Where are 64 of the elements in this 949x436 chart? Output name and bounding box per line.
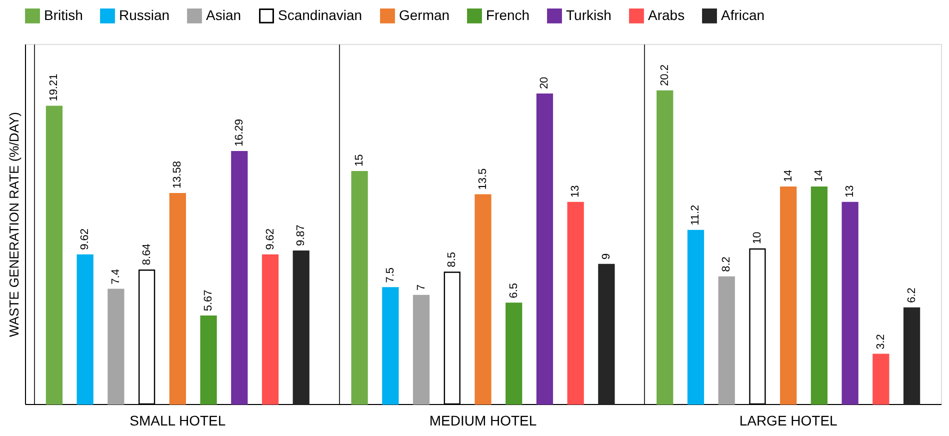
x-tick-label: SMALL HOTEL bbox=[130, 412, 226, 428]
data-label: 7.4 bbox=[110, 269, 122, 284]
data-label: 6.5 bbox=[508, 282, 520, 298]
data-label: 20 bbox=[538, 76, 551, 90]
bar bbox=[598, 264, 615, 405]
bar bbox=[656, 90, 674, 405]
data-label: 15 bbox=[354, 154, 366, 167]
bar bbox=[76, 254, 94, 405]
bar bbox=[506, 302, 522, 405]
data-label: 20.2 bbox=[658, 64, 671, 86]
data-label: 14 bbox=[782, 170, 794, 182]
data-label: 9.87 bbox=[295, 224, 308, 246]
bar bbox=[108, 288, 124, 405]
legend-label: Scandinavian bbox=[278, 6, 362, 23]
data-label: 13 bbox=[570, 185, 582, 198]
bar bbox=[903, 307, 920, 405]
data-label: 14 bbox=[813, 170, 826, 182]
data-label: 5.67 bbox=[202, 290, 215, 312]
data-label: 9.62 bbox=[79, 228, 92, 250]
bar bbox=[872, 354, 890, 405]
data-label: 8.5 bbox=[446, 252, 458, 268]
bar bbox=[687, 230, 704, 405]
data-label: 6.2 bbox=[906, 288, 918, 303]
legend-label: Arabs bbox=[648, 6, 685, 23]
data-label: 9 bbox=[600, 253, 612, 260]
y-axis-title: WASTE GENERATION RATE (%/DAY) bbox=[6, 112, 22, 337]
x-tick-label: MEDIUM HOTEL bbox=[429, 412, 537, 428]
bar bbox=[474, 194, 492, 405]
legend-label: Turkish bbox=[566, 6, 612, 23]
bar bbox=[231, 150, 248, 405]
data-label: 3.2 bbox=[874, 334, 887, 350]
data-label: 16.29 bbox=[233, 119, 246, 147]
bar bbox=[262, 254, 279, 405]
data-label: 9.62 bbox=[264, 228, 276, 250]
bar bbox=[780, 186, 797, 405]
data-label: 8.2 bbox=[720, 256, 733, 272]
bar bbox=[351, 170, 368, 405]
data-label: 7 bbox=[415, 284, 428, 291]
bar bbox=[200, 316, 217, 405]
bar bbox=[718, 276, 735, 405]
data-label: 13.58 bbox=[172, 161, 184, 189]
data-label: 7.5 bbox=[384, 267, 396, 283]
data-label: 13 bbox=[844, 185, 856, 198]
data-label: 8.64 bbox=[140, 244, 153, 266]
data-label: 10 bbox=[751, 232, 764, 244]
data-label: 13.5 bbox=[477, 168, 489, 190]
bar bbox=[412, 294, 430, 405]
legend-label: British bbox=[44, 6, 83, 23]
legend-label: Russian bbox=[119, 6, 170, 23]
bar bbox=[169, 192, 186, 405]
legend-label: African bbox=[721, 6, 765, 23]
legend-label: French bbox=[486, 6, 530, 23]
bar bbox=[536, 93, 554, 405]
bar bbox=[810, 186, 828, 405]
bar bbox=[46, 106, 63, 405]
x-tick-label: LARGE HOTEL bbox=[739, 412, 838, 428]
bar bbox=[567, 202, 584, 405]
legend-label: German bbox=[399, 6, 450, 23]
bar bbox=[292, 250, 310, 405]
bar bbox=[382, 287, 399, 405]
legend-label: Asian bbox=[206, 6, 242, 23]
bar bbox=[842, 202, 858, 405]
data-label: 19.21 bbox=[48, 74, 60, 102]
data-label: 11.2 bbox=[690, 204, 702, 226]
